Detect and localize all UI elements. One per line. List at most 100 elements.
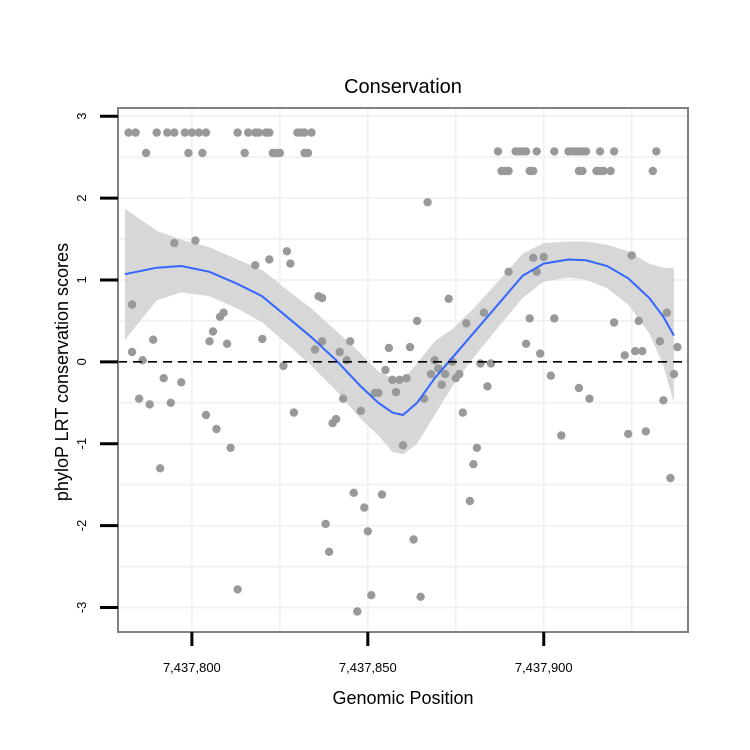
- data-point: [233, 128, 242, 137]
- data-point: [504, 267, 513, 276]
- data-point: [666, 473, 675, 483]
- data-point: [363, 527, 372, 536]
- chart-title: Conservation: [344, 76, 462, 98]
- data-point: [609, 318, 619, 327]
- data-point: [198, 148, 207, 158]
- panel-border: [117, 107, 689, 633]
- data-point: [423, 198, 432, 207]
- y-axis: -3 -2 -1 0 1 2 3: [74, 113, 118, 614]
- y-tick-label: -3: [74, 602, 89, 614]
- data-point: [391, 387, 401, 397]
- data-point: [462, 319, 471, 328]
- data-point: [532, 147, 541, 156]
- data-point: [377, 490, 387, 499]
- data-point: [324, 547, 334, 556]
- data-point: [134, 394, 144, 403]
- data-point: [472, 443, 482, 452]
- data-point: [430, 356, 439, 365]
- data-point: [208, 327, 218, 336]
- data-point: [529, 166, 538, 176]
- data-point: [184, 148, 193, 158]
- data-point: [398, 441, 408, 450]
- y-tick-label: 0: [74, 358, 89, 365]
- data-point: [609, 147, 619, 156]
- data-point: [557, 431, 566, 440]
- data-point: [606, 166, 615, 176]
- data-point: [205, 337, 214, 346]
- data-point: [177, 378, 186, 387]
- data-point: [310, 345, 320, 354]
- data-point: [395, 375, 404, 384]
- data-point: [240, 148, 249, 158]
- data-point: [360, 503, 369, 512]
- data-point: [521, 147, 531, 156]
- data-point: [624, 429, 633, 439]
- data-point: [212, 424, 221, 434]
- data-point: [159, 374, 168, 383]
- data-point: [402, 374, 411, 383]
- y-tick-label: 1: [74, 276, 89, 283]
- data-point: [539, 252, 548, 262]
- data-point: [201, 128, 211, 137]
- data-point: [138, 356, 147, 365]
- x-axis-label: Genomic Position: [332, 688, 473, 708]
- data-point: [233, 585, 242, 594]
- data-point: [578, 166, 587, 176]
- data-point: [275, 148, 285, 158]
- data-point: [152, 128, 161, 137]
- y-tick-label: 2: [74, 194, 89, 201]
- data-point: [339, 394, 348, 403]
- data-point: [286, 259, 295, 268]
- y-tick-label: -1: [74, 438, 89, 450]
- data-point: [648, 166, 657, 176]
- data-point: [525, 314, 534, 323]
- panel-background: [118, 108, 688, 632]
- data-point: [455, 369, 464, 379]
- data-point: [426, 369, 436, 379]
- data-point: [536, 349, 545, 358]
- data-point: [254, 128, 263, 137]
- data-point: [458, 408, 467, 417]
- x-axis: 7,437,800 7,437,850 7,437,900: [163, 632, 573, 675]
- data-point: [317, 293, 327, 303]
- smooth-line-group: [124, 258, 675, 417]
- x-tick-label: 7,437,800: [163, 660, 221, 675]
- data-point: [156, 464, 165, 473]
- data-point: [187, 128, 197, 137]
- data-point: [416, 592, 425, 601]
- data-point: [476, 359, 485, 368]
- data-point: [574, 383, 584, 393]
- data-point: [441, 369, 450, 379]
- data-point: [659, 396, 668, 405]
- data-point: [504, 166, 513, 176]
- data-point: [258, 334, 267, 344]
- data-point: [529, 253, 538, 262]
- data-point: [486, 359, 496, 368]
- data-point: [634, 316, 643, 326]
- data-point: [201, 410, 211, 420]
- data-point: [412, 316, 422, 326]
- data-point: [346, 337, 355, 346]
- data-point: [317, 337, 327, 346]
- y-tick-label: 3: [74, 113, 89, 120]
- data-point: [479, 308, 489, 317]
- data-point: [321, 519, 330, 529]
- data-point: [655, 337, 665, 346]
- x-tick-label: 7,437,850: [339, 660, 397, 675]
- data-point: [131, 128, 140, 137]
- data-point: [307, 128, 316, 137]
- panel-border-group: [117, 107, 689, 633]
- data-point: [180, 128, 190, 137]
- data-point: [483, 382, 492, 391]
- data-point: [599, 166, 608, 176]
- data-point: [251, 261, 260, 270]
- x-tick-label: 7,437,900: [515, 660, 573, 675]
- data-point: [662, 308, 672, 317]
- data-point: [300, 128, 309, 137]
- data-point: [170, 128, 179, 137]
- data-point: [356, 406, 365, 416]
- data-point: [669, 369, 679, 379]
- data-point: [279, 361, 288, 371]
- data-point: [381, 365, 390, 375]
- data-point: [141, 148, 151, 158]
